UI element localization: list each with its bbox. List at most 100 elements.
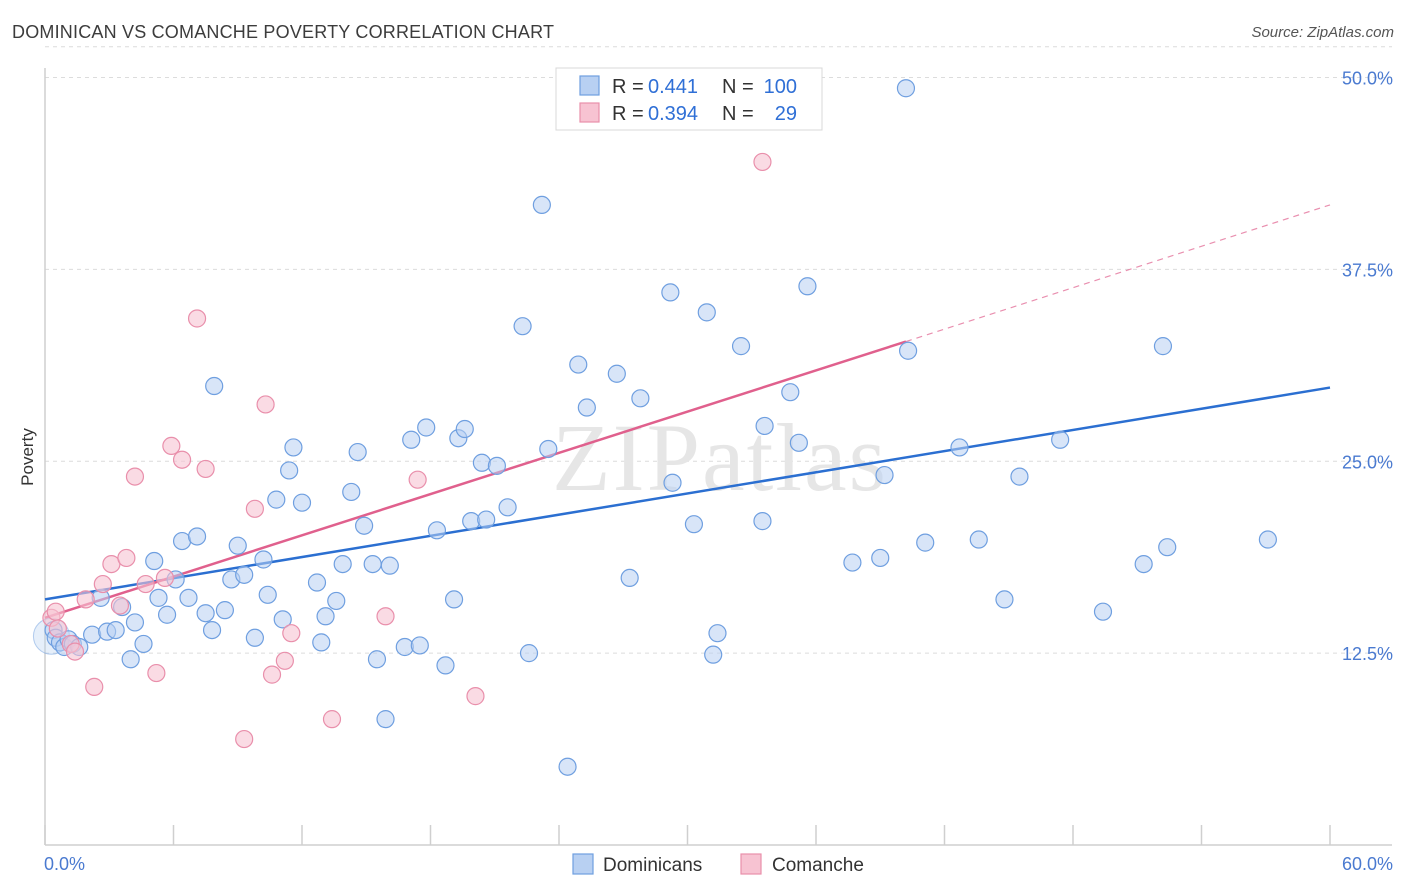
x-tick-label: 60.0% (1342, 854, 1393, 874)
dominican-point (843, 553, 862, 572)
dominican-point (607, 364, 626, 383)
x-tick-label: 0.0% (44, 854, 85, 874)
dominican-point (121, 650, 140, 669)
y-axis-label: Poverty (18, 428, 37, 486)
y-tick-labels: 12.5% 25.0% 37.5% 50.0% (1342, 69, 1393, 665)
dominican-point (215, 601, 234, 620)
comanche-point (376, 607, 395, 626)
comanche-point (262, 665, 282, 684)
dominican-point (569, 355, 588, 374)
dominican-point (245, 628, 264, 647)
dominican-point (558, 757, 577, 776)
legend-n-value: 29 (775, 103, 797, 125)
dominican-point (380, 556, 399, 575)
dominican-point (519, 644, 539, 663)
dominican-point (498, 498, 517, 517)
dominican-point (436, 656, 455, 675)
dominican-point (333, 554, 352, 574)
comanche-point (136, 574, 155, 594)
dominican-point (781, 383, 800, 402)
comanche-point (48, 619, 67, 638)
source-credit: Source: ZipAtlas.com (1251, 24, 1394, 41)
comanche-point (93, 574, 112, 594)
dominican-point (950, 438, 969, 457)
legend-n-label: N = (722, 76, 754, 98)
data-points (32, 79, 1277, 776)
comanche-point (125, 467, 145, 486)
dominican-point (196, 604, 215, 623)
dominican-point (267, 490, 286, 509)
dominican-point (1010, 467, 1029, 486)
dominican-point (145, 551, 164, 571)
comanche-point (235, 729, 254, 749)
dominican-point (663, 473, 682, 492)
dominican-point (697, 303, 716, 322)
legend-n-label: N = (722, 103, 754, 125)
comanche-point (322, 710, 342, 729)
top-legend: R = 0.441 N = 100 R = 0.394 N = 29 (555, 67, 823, 131)
dominican-point (316, 607, 335, 626)
dominican-point (417, 418, 436, 437)
dominican-point (235, 565, 254, 584)
dominican-point (342, 482, 361, 502)
dominican-point (1153, 337, 1173, 356)
dominican-point (708, 624, 727, 643)
dominican-point (789, 433, 808, 452)
dominican-point (898, 341, 918, 360)
x-tick-labels: 0.0% 60.0% (44, 854, 1393, 874)
dominican-point (258, 585, 277, 604)
bottom-legend-label-dominicans: Dominicans (603, 855, 702, 876)
dominican-point (755, 416, 774, 436)
dominican-point (532, 195, 551, 215)
legend-r-value: 0.441 (648, 76, 698, 98)
dominican-point (254, 550, 273, 569)
bottom-legend: Dominicans Comanche (572, 853, 864, 876)
watermark: ZIPatlas (552, 404, 888, 511)
dominican-point (577, 398, 596, 417)
dominican-point (202, 620, 222, 640)
dominican-point (83, 625, 102, 644)
dominican-point (367, 650, 387, 669)
dominican-point (995, 590, 1014, 609)
comanche-point (117, 548, 136, 568)
dominican-point (896, 79, 916, 98)
chart-title: DOMINICAN VS COMANCHE POVERTY CORRELATIO… (12, 22, 555, 42)
dominican-point (1158, 538, 1177, 557)
dominican-point (427, 521, 447, 540)
comanche-point (147, 663, 166, 683)
dominican-point (1093, 602, 1113, 621)
dominican-point (1258, 530, 1277, 549)
dominican-point (292, 493, 312, 512)
comanche-point (187, 309, 207, 328)
dominican-point (704, 645, 723, 664)
dominican-point (661, 283, 680, 302)
axes (44, 68, 1392, 846)
dominican-point (539, 439, 558, 459)
dominican-point (969, 530, 988, 549)
dominican-point (753, 512, 772, 531)
dominican-point (875, 465, 894, 485)
comanche-point (282, 624, 301, 643)
comanche-point (172, 450, 192, 469)
dominican-point (179, 588, 198, 607)
grid-lines (45, 46, 1392, 654)
dominican-point (312, 633, 331, 652)
dominican-point (402, 430, 421, 449)
dominican-point (355, 516, 374, 535)
y-tick-label: 50.0% (1342, 69, 1393, 89)
dominican-point (472, 453, 491, 472)
dominican-point (731, 337, 751, 356)
legend-r-label: R = (612, 76, 644, 98)
comanche-point (65, 642, 85, 661)
dominican-point (444, 590, 464, 609)
dominican-point (871, 548, 890, 568)
dominican-point (455, 419, 474, 439)
legend-r-value: 0.394 (648, 103, 698, 125)
dominican-point (157, 605, 177, 624)
dominican-point (228, 536, 247, 555)
bottom-legend-swatch-blue (572, 853, 594, 875)
trend-lines (44, 204, 1331, 620)
bottom-legend-label-comanche: Comanche (772, 855, 864, 876)
dominican-point (284, 438, 303, 457)
